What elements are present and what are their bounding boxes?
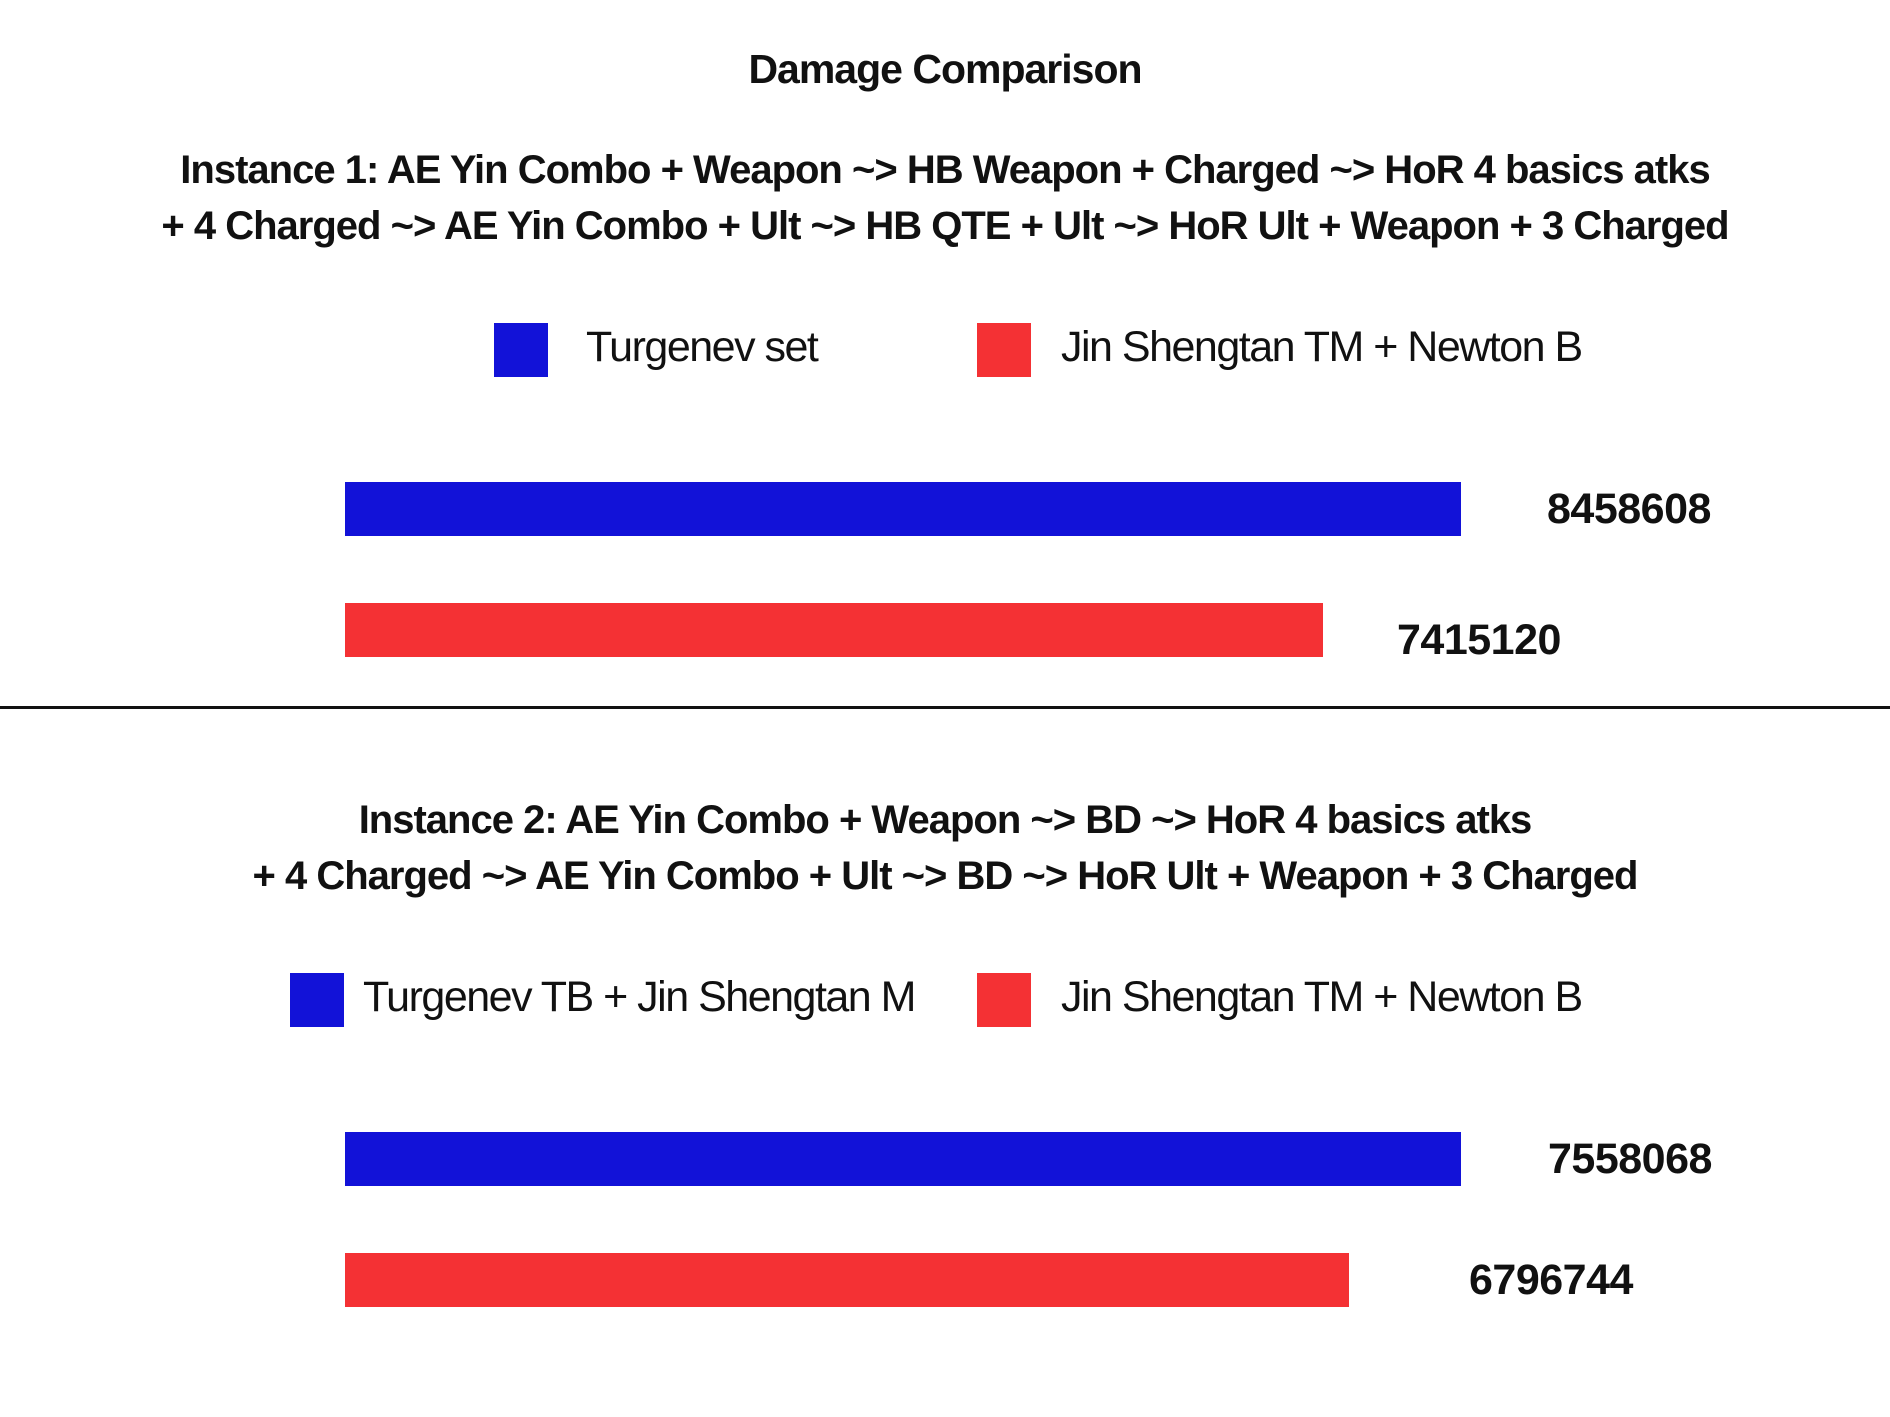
legend-label-instance-1-series-1: Turgenev set — [586, 323, 819, 371]
bar-instance-1-series-2 — [345, 603, 1323, 657]
instance-2-subtitle-line-2: + 4 Charged ~> AE Yin Combo + Ult ~> BD … — [252, 854, 1639, 898]
bar-instance-2-series-1 — [345, 1132, 1461, 1186]
legend-swatch-instance-1-series-1 — [494, 323, 548, 377]
chart-title: Damage Comparison — [748, 46, 1142, 92]
legend-label-instance-1-series-2: Jin Shengtan TM + Newton B — [1061, 323, 1583, 371]
bar-instance-2-series-2 — [345, 1253, 1349, 1307]
value-label-instance-1-series-2: 7415120 — [1397, 616, 1561, 664]
legend-swatch-instance-1-series-2 — [977, 323, 1031, 377]
instance-2-subtitle: Instance 2: AE Yin Combo + Weapon ~> BD … — [0, 792, 1890, 904]
section-divider — [0, 706, 1890, 709]
instance-2-subtitle-line-1: Instance 2: AE Yin Combo + Weapon ~> BD … — [358, 798, 1533, 842]
legend-label-instance-2-series-1: Turgenev TB + Jin Shengtan M — [363, 973, 916, 1021]
value-label-instance-2-series-1: 7558068 — [1548, 1135, 1712, 1183]
bar-instance-1-series-1 — [345, 482, 1461, 536]
instance-1-subtitle-line-1: Instance 1: AE Yin Combo + Weapon ~> HB … — [180, 148, 1710, 192]
legend-swatch-instance-2-series-1 — [290, 973, 344, 1027]
legend-swatch-instance-2-series-2 — [977, 973, 1031, 1027]
instance-1-subtitle: Instance 1: AE Yin Combo + Weapon ~> HB … — [0, 142, 1890, 254]
legend-label-instance-2-series-2: Jin Shengtan TM + Newton B — [1061, 973, 1583, 1021]
instance-1-subtitle-line-2: + 4 Charged ~> AE Yin Combo + Ult ~> HB … — [161, 204, 1729, 248]
value-label-instance-1-series-1: 8458608 — [1547, 485, 1711, 533]
value-label-instance-2-series-2: 6796744 — [1469, 1256, 1633, 1304]
